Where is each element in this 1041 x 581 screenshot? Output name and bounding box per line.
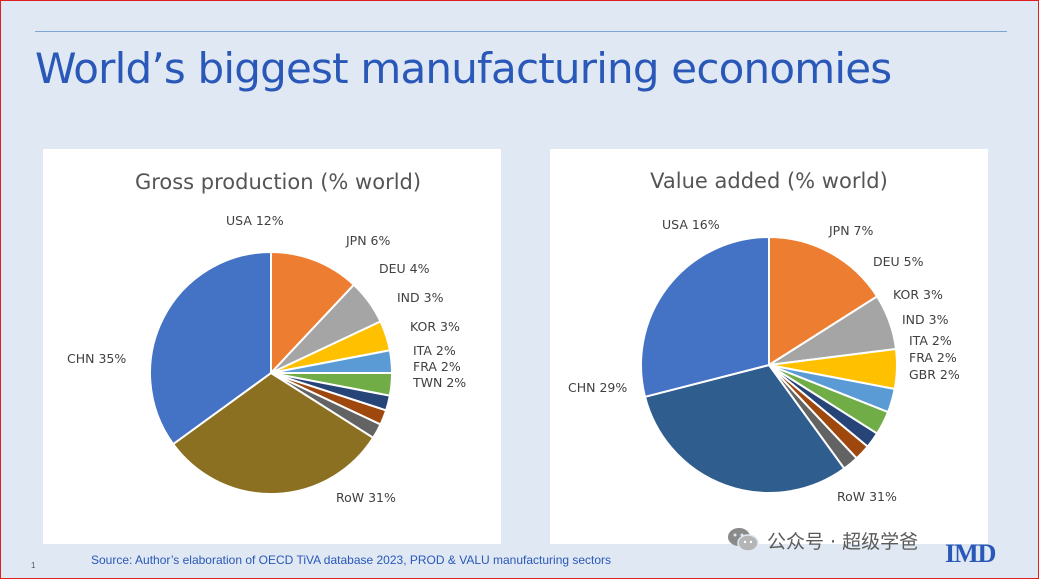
- gross-production-chart: Gross production (% world) USA 12% JPN 6% D…: [43, 149, 501, 544]
- gross-production-label-twn: TWN 2%: [412, 375, 466, 390]
- value-added-chart-title: Value added (% world): [650, 169, 888, 193]
- value-added-slice-usa: [768, 235, 879, 367]
- gross-production-label-ita: ITA 2%: [413, 343, 456, 358]
- gross-production-slice-usa: [270, 250, 356, 376]
- value-added-label-usa: USA 16%: [662, 217, 720, 232]
- value-added-label-ind: IND 3%: [902, 312, 949, 327]
- gross-production-label-usa: USA 12%: [226, 213, 284, 228]
- gross-production-label-fra: FRA 2%: [413, 359, 461, 374]
- value-added-label-gbr: GBR 2%: [909, 367, 960, 382]
- value-added-chart: Value added (% world) USA 16% JPN 7% DEU 5%…: [550, 149, 988, 544]
- gross-production-label-chn: CHN 35%: [67, 351, 126, 366]
- gross-production-label-jpn: JPN 6%: [345, 233, 391, 248]
- value-added-label-jpn: JPN 7%: [828, 223, 874, 238]
- value-added-label-kor: KOR 3%: [893, 287, 943, 302]
- imd-logo: IMD: [945, 539, 996, 568]
- value-added-label-row: RoW 31%: [837, 489, 897, 504]
- gross-production-slice-row: [171, 371, 375, 495]
- value-added-slice-row: [643, 363, 846, 494]
- watermark: 公众号 · 超级学爸: [727, 526, 918, 554]
- value-added-slice-chn: [640, 235, 770, 399]
- wechat-icon: [728, 528, 759, 552]
- value-added-label-chn: CHN 29%: [568, 380, 627, 395]
- gross-production-slice-chn: [149, 250, 272, 446]
- page-number: 1: [31, 561, 36, 570]
- gross-production-label-row: RoW 31%: [336, 490, 396, 505]
- slide-title: World’s biggest manufacturing economies: [35, 44, 892, 93]
- value-added-label-ita: ITA 2%: [909, 333, 952, 348]
- gross-production-label-kor: KOR 3%: [410, 319, 460, 334]
- top-rule: [35, 31, 1007, 32]
- gross-production-pie: Gross production (% world) USA 12% JPN 6% D…: [67, 170, 466, 505]
- gross-production-chart-title: Gross production (% world): [135, 170, 421, 194]
- value-added-pie: Value added (% world) USA 16% JPN 7% DEU 5%…: [568, 169, 960, 504]
- watermark-text: 公众号 · 超级学爸: [767, 530, 919, 553]
- value-added-label-deu: DEU 5%: [873, 254, 924, 269]
- gross-production-label-ind: IND 3%: [397, 290, 444, 305]
- value-added-label-fra: FRA 2%: [909, 350, 957, 365]
- source-note: Source: Author’s elaboration of OECD TiV…: [91, 553, 612, 567]
- gross-production-label-deu: DEU 4%: [379, 261, 430, 276]
